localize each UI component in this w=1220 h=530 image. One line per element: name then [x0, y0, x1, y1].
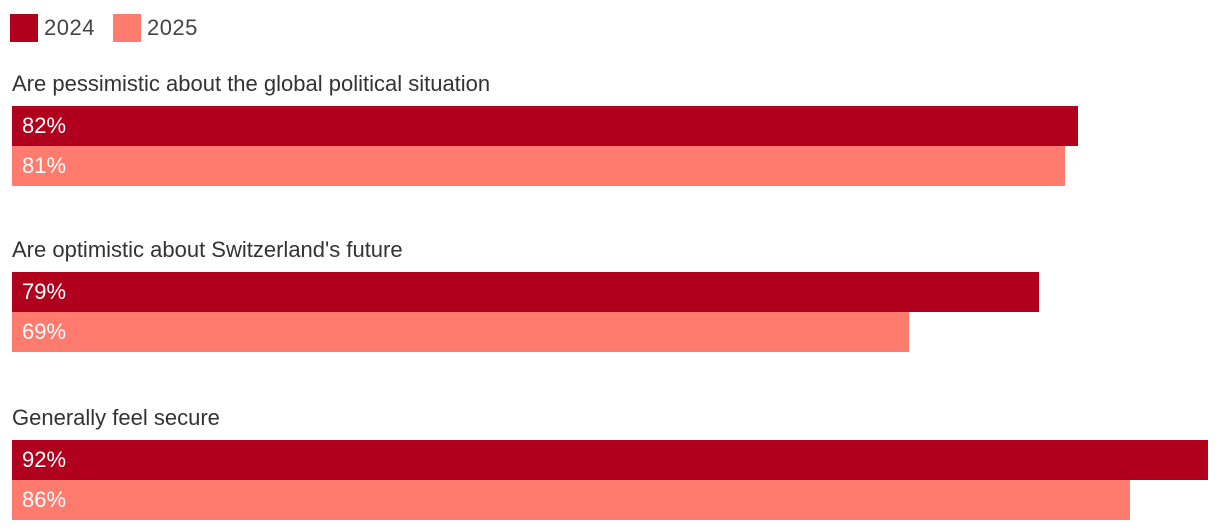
category-label: Are optimistic about Switzerland's futur… — [12, 237, 403, 262]
bar-2025: 81% — [12, 146, 1065, 186]
legend-swatch-2024 — [10, 14, 38, 42]
legend-item-2024: 2024 — [10, 14, 95, 42]
bar-2024: 79% — [12, 272, 1039, 312]
legend-label-2024: 2024 — [44, 15, 95, 40]
bar-value-label: 92% — [22, 447, 67, 472]
bar-2024: 92% — [12, 440, 1208, 480]
bar-value-label: 69% — [22, 319, 67, 344]
legend-item-2025: 2025 — [112, 14, 198, 42]
bar-value-label: 82% — [22, 113, 67, 138]
bar-value-label: 81% — [22, 153, 67, 178]
bar-value-label: 79% — [22, 279, 67, 304]
category-label: Generally feel secure — [12, 405, 220, 430]
bar-value-label: 86% — [22, 487, 67, 512]
chart-legend: 2024 2025 — [10, 13, 216, 43]
legend-label-2025: 2025 — [146, 15, 198, 40]
category-label: Are pessimistic about the global politic… — [12, 71, 491, 96]
bar-2025: 69% — [12, 312, 909, 352]
legend-swatch-2025 — [112, 14, 141, 42]
bar-2025: 86% — [12, 480, 1130, 520]
bar-2024: 82% — [12, 106, 1078, 146]
